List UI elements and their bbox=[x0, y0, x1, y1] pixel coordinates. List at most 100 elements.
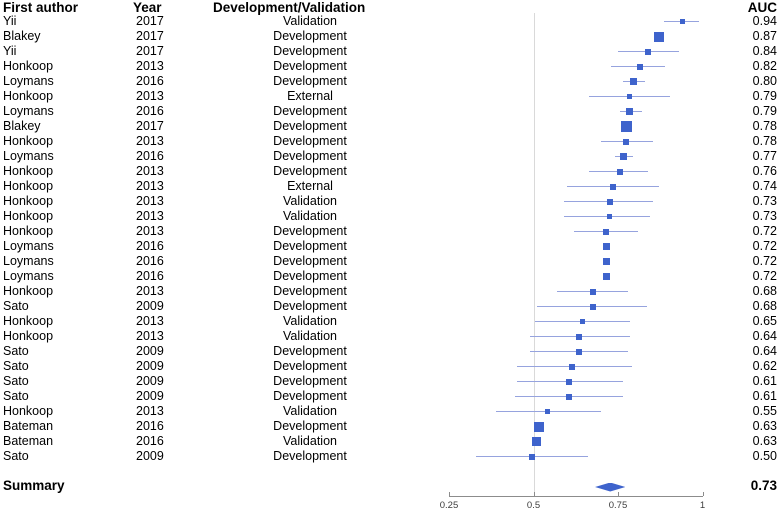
table-row: Honkoop 2013 Development 0.72 bbox=[0, 224, 778, 239]
cell-auc: 0.80 bbox=[752, 74, 777, 89]
cell-first-author: Honkoop bbox=[3, 329, 54, 344]
cell-year: 2009 bbox=[136, 359, 164, 374]
cell-auc: 0.50 bbox=[752, 449, 777, 464]
col-header-development-validation: Development/Validation bbox=[213, 0, 366, 15]
cell-development-validation: Development bbox=[273, 344, 347, 359]
cell-auc: 0.63 bbox=[752, 419, 777, 434]
cell-year: 2013 bbox=[136, 89, 164, 104]
cell-year: 2017 bbox=[136, 29, 164, 44]
cell-development-validation: External bbox=[287, 89, 333, 104]
table-row: Sato 2009 Development 0.64 bbox=[0, 344, 778, 359]
table-row: Loymans 2016 Development 0.80 bbox=[0, 74, 778, 89]
cell-year: 2016 bbox=[136, 254, 164, 269]
cell-first-author: Sato bbox=[3, 359, 29, 374]
table-row: Honkoop 2013 Validation 0.64 bbox=[0, 329, 778, 344]
cell-first-author: Honkoop bbox=[3, 224, 54, 239]
col-header-first-author: First author bbox=[3, 0, 79, 15]
cell-year: 2013 bbox=[136, 194, 164, 209]
cell-development-validation: Development bbox=[273, 29, 347, 44]
cell-year: 2016 bbox=[136, 269, 164, 284]
cell-year: 2013 bbox=[136, 59, 164, 74]
cell-development-validation: Validation bbox=[283, 404, 337, 419]
cell-development-validation: Development bbox=[273, 374, 347, 389]
cell-first-author: Bateman bbox=[3, 419, 54, 434]
cell-first-author: Loymans bbox=[3, 269, 54, 284]
cell-development-validation: Validation bbox=[283, 209, 337, 224]
table-row: Sato 2009 Development 0.61 bbox=[0, 374, 778, 389]
cell-development-validation: Validation bbox=[283, 14, 337, 29]
summary-diamond bbox=[595, 482, 626, 492]
cell-first-author: Blakey bbox=[3, 119, 41, 134]
table-row: Sato 2009 Development 0.50 bbox=[0, 449, 778, 464]
cell-first-author: Honkoop bbox=[3, 194, 54, 209]
cell-first-author: Honkoop bbox=[3, 209, 54, 224]
table-row: Honkoop 2013 Validation 0.73 bbox=[0, 194, 778, 209]
cell-first-author: Honkoop bbox=[3, 134, 54, 149]
cell-development-validation: Development bbox=[273, 59, 347, 74]
cell-auc: 0.68 bbox=[752, 299, 777, 314]
cell-development-validation: Development bbox=[273, 119, 347, 134]
cell-first-author: Honkoop bbox=[3, 59, 54, 74]
cell-first-author: Loymans bbox=[3, 239, 54, 254]
table-row: Honkoop 2013 Validation 0.55 bbox=[0, 404, 778, 419]
table-row: Sato 2009 Development 0.68 bbox=[0, 299, 778, 314]
cell-auc: 0.78 bbox=[752, 119, 777, 134]
cell-first-author: Honkoop bbox=[3, 164, 54, 179]
cell-year: 2013 bbox=[136, 179, 164, 194]
table-row: Loymans 2016 Development 0.77 bbox=[0, 149, 778, 164]
cell-auc: 0.84 bbox=[752, 44, 777, 59]
cell-development-validation: External bbox=[287, 179, 333, 194]
cell-first-author: Yii bbox=[3, 14, 17, 29]
cell-auc: 0.82 bbox=[752, 59, 777, 74]
cell-first-author: Sato bbox=[3, 389, 29, 404]
cell-development-validation: Validation bbox=[283, 194, 337, 209]
cell-development-validation: Development bbox=[273, 389, 347, 404]
axis-tick bbox=[702, 492, 704, 496]
table-row: Honkoop 2013 Development 0.82 bbox=[0, 59, 778, 74]
cell-first-author: Honkoop bbox=[3, 89, 54, 104]
cell-first-author: Honkoop bbox=[3, 404, 54, 419]
cell-first-author: Blakey bbox=[3, 29, 41, 44]
cell-auc: 0.72 bbox=[752, 224, 777, 239]
cell-first-author: Honkoop bbox=[3, 179, 54, 194]
cell-development-validation: Development bbox=[273, 74, 347, 89]
cell-auc: 0.64 bbox=[752, 329, 777, 344]
axis-tick bbox=[618, 492, 619, 496]
cell-year: 2013 bbox=[136, 209, 164, 224]
cell-auc: 0.76 bbox=[752, 164, 777, 179]
cell-auc: 0.72 bbox=[752, 254, 777, 269]
table-row: Honkoop 2013 External 0.74 bbox=[0, 179, 778, 194]
cell-year: 2016 bbox=[136, 104, 164, 119]
cell-year: 2013 bbox=[136, 404, 164, 419]
cell-auc: 0.64 bbox=[752, 344, 777, 359]
cell-year: 2016 bbox=[136, 149, 164, 164]
cell-auc: 0.78 bbox=[752, 134, 777, 149]
cell-first-author: Sato bbox=[3, 449, 29, 464]
cell-auc: 0.55 bbox=[752, 404, 777, 419]
cell-auc: 0.79 bbox=[752, 89, 777, 104]
cell-development-validation: Development bbox=[273, 104, 347, 119]
axis-tick bbox=[533, 492, 535, 496]
cell-first-author: Honkoop bbox=[3, 284, 54, 299]
cell-development-validation: Development bbox=[273, 299, 347, 314]
col-header-auc: AUC bbox=[747, 0, 777, 15]
cell-auc: 0.87 bbox=[752, 29, 777, 44]
cell-year: 2017 bbox=[136, 119, 164, 134]
cell-development-validation: Development bbox=[273, 254, 347, 269]
table-row: Bateman 2016 Development 0.63 bbox=[0, 419, 778, 434]
cell-development-validation: Development bbox=[273, 134, 347, 149]
cell-auc: 0.94 bbox=[752, 14, 777, 29]
axis-tick-label: 0.75 bbox=[608, 500, 628, 511]
cell-first-author: Loymans bbox=[3, 254, 54, 269]
cell-year: 2013 bbox=[136, 284, 164, 299]
cell-year: 2009 bbox=[136, 299, 164, 314]
cell-auc: 0.65 bbox=[752, 314, 777, 329]
cell-development-validation: Development bbox=[273, 44, 347, 59]
cell-development-validation: Validation bbox=[283, 314, 337, 329]
cell-auc: 0.74 bbox=[752, 179, 777, 194]
cell-first-author: Loymans bbox=[3, 74, 54, 89]
table-row: Sato 2009 Development 0.62 bbox=[0, 359, 778, 374]
cell-development-validation: Development bbox=[273, 149, 347, 164]
cell-auc: 0.68 bbox=[752, 284, 777, 299]
